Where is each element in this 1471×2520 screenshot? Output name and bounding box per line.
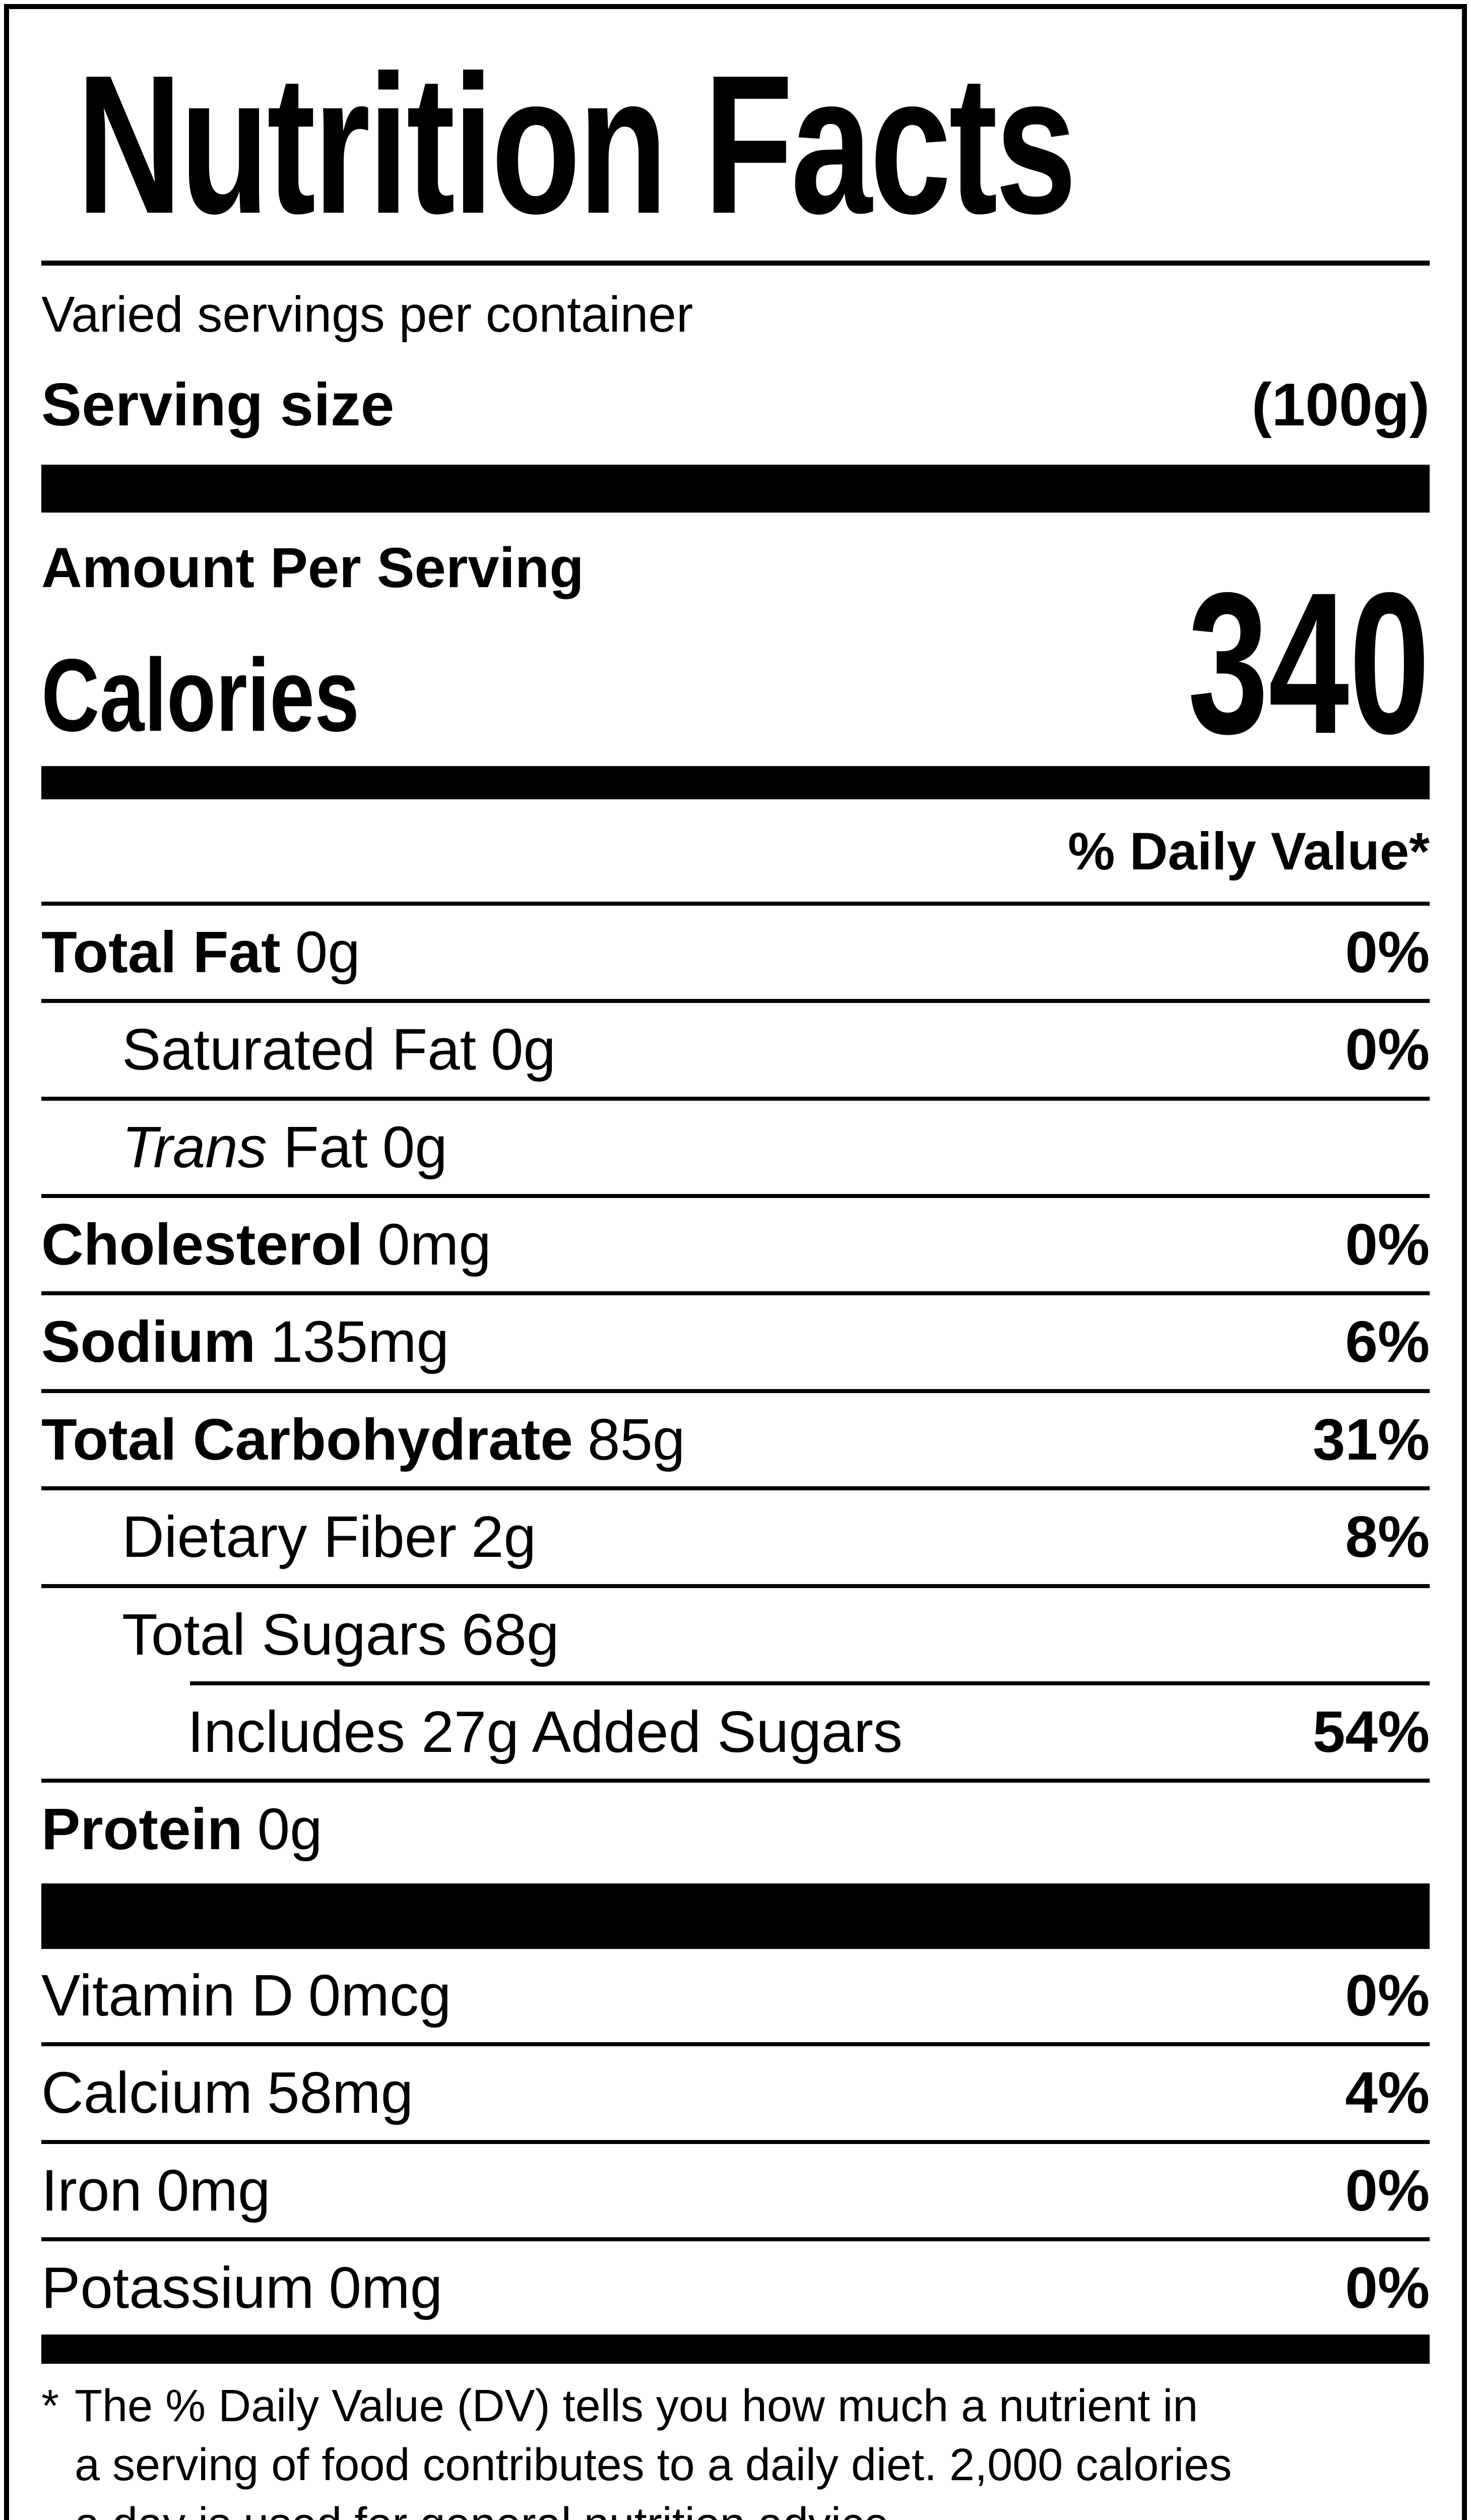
nutrient-name-italic: Trans [122, 1114, 267, 1180]
serving-size-label: Serving size [41, 371, 395, 439]
divider [41, 1584, 1430, 1588]
nutrient-row-cholesterol: Cholesterol 0mg 0% [41, 1198, 1430, 1291]
divider [41, 1389, 1430, 1393]
nutrient-dv: 4% [1345, 2060, 1430, 2126]
nutrient-dv: 0% [1345, 1962, 1430, 2028]
thick-bar-after-serving [41, 465, 1430, 513]
nutrient-amount: 85g [587, 1406, 685, 1472]
nutrient-name: Total Carbohydrate [41, 1406, 573, 1472]
divider [41, 999, 1430, 1003]
divider [41, 1096, 1430, 1101]
nutrient-name: Dietary Fiber [122, 1504, 457, 1570]
nutrient-name: Vitamin D [41, 1962, 294, 2028]
nutrient-amount: 135mg [270, 1309, 450, 1375]
nutrient-row-trans-fat: Trans Fat 0g [41, 1101, 1430, 1194]
nutrient-amount: 0mg [156, 2157, 271, 2223]
nutrient-dv: 0% [1345, 2254, 1430, 2320]
calories-value: 340 [1187, 550, 1430, 776]
nutrient-dv: 6% [1345, 1309, 1430, 1375]
nutrient-name: Cholesterol [41, 1212, 363, 1278]
nutrient-name: Protein [41, 1796, 243, 1862]
divider [41, 2139, 1430, 2144]
footnote-line: The % Daily Value (DV) tells you how muc… [75, 2381, 1198, 2432]
thick-bar-after-calories [41, 766, 1430, 800]
nutrient-name: Saturated Fat [122, 1017, 476, 1083]
nutrient-row-saturated-fat: Saturated Fat 0g 0% [41, 1003, 1430, 1096]
nutrient-amount: 0mg [329, 2254, 443, 2320]
nutrient-dv: 54% [1312, 1699, 1430, 1765]
divider-under-title [41, 261, 1430, 266]
divider [41, 1291, 1430, 1296]
nutrient-row-total-fat: Total Fat 0g 0% [41, 906, 1430, 999]
calories-label: Calories [41, 638, 360, 753]
divider [41, 1486, 1430, 1491]
nutrient-name: Total Fat [41, 919, 281, 985]
micronutrient-row-iron: Iron 0mg 0% [41, 2144, 1430, 2237]
serving-size-row: Serving size (100g) [41, 370, 1430, 439]
daily-value-header: % Daily Value* [1068, 822, 1430, 881]
nutrient-name: Total Sugars [122, 1601, 447, 1667]
nutrient-row-total-carbohydrate: Total Carbohydrate 85g 31% [41, 1393, 1430, 1486]
nutrient-amount: 58mg [267, 2060, 414, 2126]
nutrient-name: Includes 27g Added Sugars [187, 1699, 903, 1765]
footnote-text: The % Daily Value (DV) tells you how muc… [75, 2377, 1232, 2520]
nutrient-row-added-sugars: Includes 27g Added Sugars 54% [41, 1685, 1430, 1779]
nutrient-row-sodium: Sodium 135mg 6% [41, 1295, 1430, 1389]
micronutrient-row-vitamin-d: Vitamin D 0mcg 0% [41, 1949, 1430, 2042]
nutrient-name: Potassium [41, 2254, 314, 2320]
nutrient-row-dietary-fiber: Dietary Fiber 2g 8% [41, 1490, 1430, 1584]
nutrient-row-protein: Protein 0g [41, 1783, 1430, 1876]
nutrient-amount: 0g [257, 1796, 323, 1862]
footnote-line: a serving of food contributes to a daily… [75, 2440, 1232, 2491]
divider [41, 1194, 1430, 1199]
servings-per-container: Varied servings per container [41, 286, 693, 343]
divider [41, 1779, 1430, 1783]
nutrient-name: Iron [41, 2157, 142, 2223]
divider [41, 2237, 1430, 2241]
micronutrient-row-calcium: Calcium 58mg 4% [41, 2046, 1430, 2139]
nutrient-amount: 0g [295, 919, 360, 985]
micronutrient-row-potassium: Potassium 0mg 0% [41, 2241, 1430, 2335]
nutrient-amount: 2g [471, 1504, 536, 1570]
nutrient-dv: 31% [1312, 1406, 1430, 1472]
nutrient-amount: 0mg [377, 1212, 491, 1278]
serving-size-value: (100g) [1251, 371, 1430, 439]
nutrient-amount: 0g [490, 1017, 556, 1083]
label-title: Nutrition Facts [77, 34, 1077, 255]
nutrient-dv: 8% [1345, 1504, 1430, 1570]
footnote-asterisk: * [41, 2381, 59, 2432]
thick-bar-before-micronutrients [41, 1883, 1430, 1949]
nutrient-name: Calcium [41, 2060, 252, 2126]
nutrient-row-total-sugars: Total Sugars 68g [41, 1588, 1430, 1681]
nutrient-dv: 0% [1345, 1212, 1430, 1278]
nutrient-name: Sodium [41, 1309, 256, 1375]
nutrition-facts-label: Nutrition Facts Varied servings per cont… [4, 4, 1467, 2520]
nutrient-dv: 0% [1345, 2157, 1430, 2223]
amount-per-serving-label: Amount Per Serving [41, 536, 584, 600]
nutrient-dv: 0% [1345, 919, 1430, 985]
nutrient-amount: 0g [382, 1114, 447, 1180]
divider [41, 2042, 1430, 2047]
daily-value-footnote: * The % Daily Value (DV) tells you how m… [41, 2377, 1430, 2520]
calories-row: Calories 340 [41, 562, 1430, 764]
nutrient-amount: 68g [461, 1601, 559, 1667]
nutrient-amount: 0mcg [308, 1962, 452, 2028]
nutrient-dv: 0% [1345, 1017, 1430, 1083]
nutrient-name: Fat [267, 1114, 368, 1180]
thick-bar-before-footnote [41, 2335, 1430, 2364]
divider-indented [190, 1681, 1430, 1686]
divider [41, 901, 1430, 906]
footnote-line: a day is used for general nutrition advi… [75, 2495, 1232, 2520]
